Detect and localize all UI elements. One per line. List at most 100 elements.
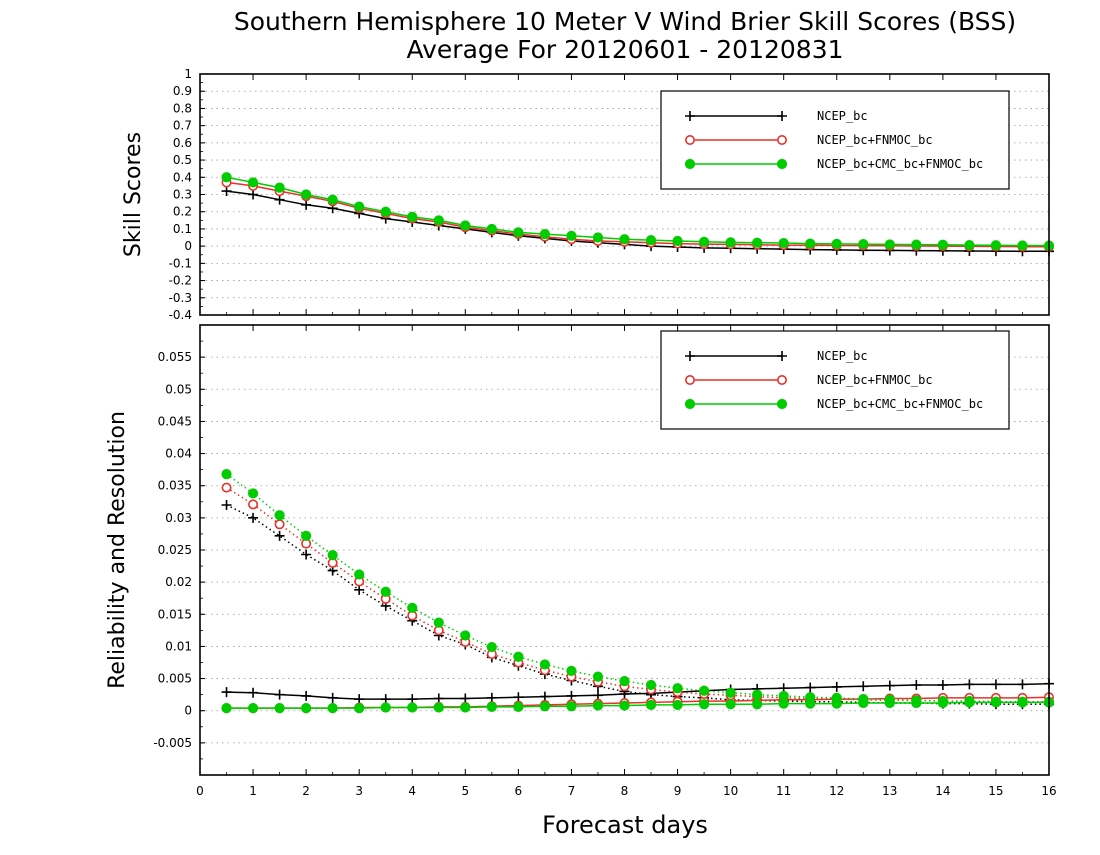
data-point [301,703,312,714]
data-point [725,687,736,698]
y-tick-label: -0.1 [169,256,192,270]
data-point [380,586,391,597]
legend-marker [777,351,787,361]
legend-marker [777,111,787,121]
data-point [884,694,895,705]
data-point [592,671,604,682]
legend-marker [776,158,788,170]
data-point [964,679,975,690]
data-point [354,569,365,580]
data-point [725,237,736,248]
series-NCEP_bc+CMC_bc+FNMOC_bc [221,172,1055,251]
data-point [698,699,710,710]
legend-label: NCEP_bc+CMC_bc+FNMOC_bc [817,157,983,171]
y-tick-label: 0.035 [158,479,192,493]
legend: NCEP_bc NCEP_bc+FNMOC_bc NCEP_bc+CMC_bc+FN… [660,90,1010,190]
series-line [226,473,1050,704]
plot-frame [199,324,1050,776]
plot-frame [199,73,1050,316]
y-tick-label: 0.045 [158,414,192,428]
y-tick-label: 0.8 [173,101,192,115]
data-point [539,659,551,670]
y-tick-label: 0.025 [158,543,192,557]
series-NCEP_bc+CMC_bc+FNMOC_bc-reliability [221,697,1055,714]
y-tick-label: -0.005 [153,736,192,750]
legend-label: NCEP_bc+FNMOC_bc [817,133,933,147]
legend-marker [684,158,696,170]
data-point [327,703,338,714]
data-point [274,703,285,714]
x-tick-label: 2 [302,784,310,798]
data-point [725,699,736,710]
data-point [752,689,763,700]
data-point [539,701,551,712]
data-point [566,701,577,712]
legend-marker [776,398,788,410]
data-point [539,228,551,240]
data-point [858,681,869,692]
data-point [619,676,630,687]
x-tick-label: 9 [674,784,682,798]
data-point [274,689,285,700]
data-point [433,215,444,226]
data-point [990,240,1002,251]
data-point [645,679,657,691]
data-point [805,682,816,693]
data-point [221,469,232,480]
data-point [964,695,975,707]
panel-2: -0.005 0 0.005 0.01 0.015 0.02 0.025 0.03 0.035 0… [105,324,1057,798]
y-axis-label: Reliability and Resolution [105,411,130,689]
chart-subtitle: Average For 20120601 - 20120831 [406,35,843,64]
data-point [327,692,338,703]
data-point [778,237,789,249]
y-tick-label: 0.055 [158,350,192,364]
data-point [327,550,338,561]
chart-panels: -0.4 -0.3 -0.2 -0.1 0 0.1 0.2 0.3 0.4 0.5 0.6 0.7 0.… [105,67,1057,798]
series-NCEP_bc-resolution [221,500,1054,710]
y-tick-label: 0.9 [173,84,192,98]
data-point [592,700,604,711]
data-point [460,630,471,641]
legend-label: NCEP_bc+FNMOC_bc [817,373,933,387]
data-point [248,687,259,698]
data-point [990,679,1001,690]
data-point [513,701,524,712]
data-point [831,238,842,250]
data-point [433,693,444,704]
data-point [645,699,657,711]
data-point [566,690,577,701]
chart-title: Southern Hemisphere 10 Meter V Wind Brie… [234,7,1016,36]
data-point [698,685,710,696]
x-tick-label: 3 [355,784,363,798]
y-tick-label: -0.4 [169,308,192,322]
y-tick-label: 0.3 [173,188,192,202]
legend-marker [685,111,695,121]
data-point [964,240,975,251]
data-point [672,235,683,247]
data-point [884,680,895,691]
series-NCEP_bc+FNMOC_bc-resolution [221,482,1055,707]
data-point [672,699,683,711]
x-axis-label: Forecast days [542,811,708,839]
data-point [1017,696,1028,707]
data-point [752,699,763,710]
data-point [698,236,710,247]
data-point [274,510,285,521]
data-point [619,234,630,245]
series-line [226,181,1050,248]
data-point [513,692,524,703]
series-NCEP_bc+CMC_bc+FNMOC_bc-resolution [221,469,1055,708]
data-point [911,239,922,250]
data-point [301,199,312,210]
x-tick-label: 11 [776,784,791,798]
x-tick-label: 14 [935,784,950,798]
series-line [226,486,1049,703]
y-tick-label: 1 [184,67,192,81]
data-point [460,702,471,713]
data-point [937,239,948,250]
data-point [911,680,922,690]
data-point [248,512,259,523]
data-point [247,488,259,499]
